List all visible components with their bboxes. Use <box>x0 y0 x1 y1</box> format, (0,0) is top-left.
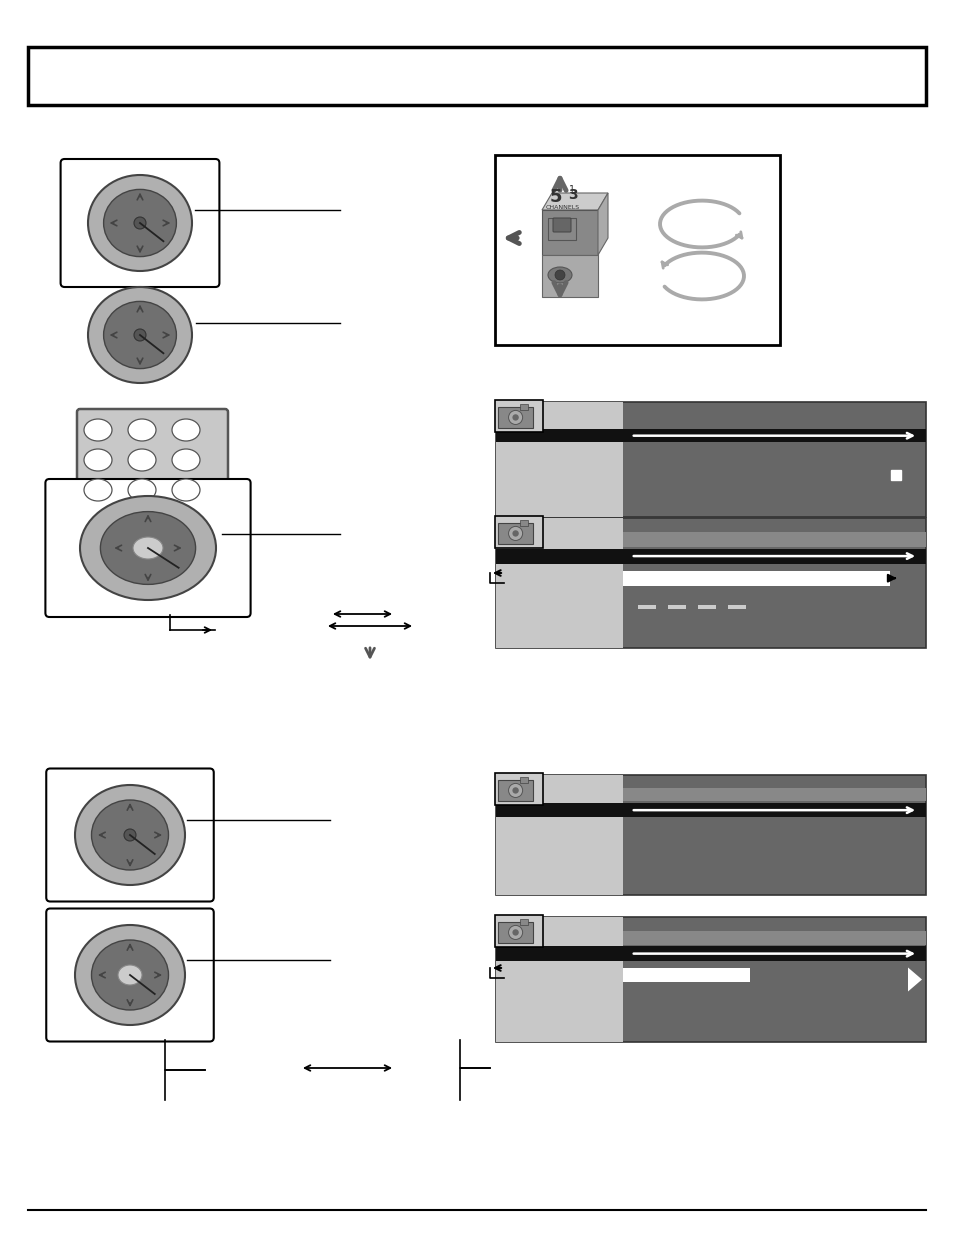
Ellipse shape <box>88 175 192 270</box>
Bar <box>496 918 925 1042</box>
Bar <box>622 788 925 802</box>
Bar <box>497 524 533 543</box>
Circle shape <box>512 530 518 537</box>
Ellipse shape <box>91 940 169 1010</box>
Bar <box>622 931 925 945</box>
Ellipse shape <box>128 479 156 501</box>
FancyBboxPatch shape <box>61 159 219 287</box>
Bar <box>496 548 925 563</box>
Bar <box>495 516 542 548</box>
Circle shape <box>508 410 522 425</box>
Circle shape <box>508 925 522 940</box>
Bar <box>496 517 622 648</box>
Ellipse shape <box>104 301 176 368</box>
Bar <box>496 403 925 517</box>
Polygon shape <box>598 193 607 254</box>
Bar <box>547 219 576 240</box>
Ellipse shape <box>118 965 142 986</box>
Circle shape <box>555 270 564 280</box>
Bar <box>497 781 533 802</box>
Text: 1: 1 <box>568 185 575 195</box>
Polygon shape <box>541 254 598 296</box>
Bar <box>622 968 749 982</box>
Ellipse shape <box>128 419 156 441</box>
Bar <box>496 776 622 895</box>
Bar <box>496 946 925 961</box>
Ellipse shape <box>84 450 112 471</box>
Text: 3: 3 <box>567 188 577 203</box>
Bar <box>495 773 542 805</box>
Ellipse shape <box>84 419 112 441</box>
Ellipse shape <box>100 511 195 584</box>
Ellipse shape <box>75 925 185 1025</box>
Bar <box>519 520 528 526</box>
Circle shape <box>512 787 518 794</box>
Bar <box>496 803 925 818</box>
Polygon shape <box>541 193 607 210</box>
Bar <box>727 605 745 609</box>
Ellipse shape <box>172 479 200 501</box>
Polygon shape <box>907 967 921 992</box>
Text: CHANNELS: CHANNELS <box>545 205 579 210</box>
Bar <box>496 776 925 895</box>
Polygon shape <box>541 210 598 254</box>
Ellipse shape <box>132 537 163 559</box>
Ellipse shape <box>547 267 572 283</box>
Bar <box>495 400 542 432</box>
Bar <box>495 156 780 345</box>
Bar <box>697 605 715 609</box>
Bar <box>497 408 533 429</box>
Ellipse shape <box>128 509 156 531</box>
FancyBboxPatch shape <box>46 909 213 1041</box>
Bar <box>28 47 925 105</box>
Ellipse shape <box>75 785 185 885</box>
Bar <box>495 915 542 947</box>
Ellipse shape <box>88 287 192 383</box>
Circle shape <box>512 414 518 421</box>
Circle shape <box>133 329 146 341</box>
Bar <box>622 571 889 585</box>
Circle shape <box>124 829 136 841</box>
Bar <box>519 919 528 925</box>
FancyBboxPatch shape <box>46 768 213 902</box>
FancyBboxPatch shape <box>77 409 228 530</box>
Bar <box>496 403 622 517</box>
Bar <box>890 471 900 480</box>
FancyBboxPatch shape <box>553 219 571 232</box>
Bar <box>496 517 925 648</box>
Ellipse shape <box>80 496 215 600</box>
Circle shape <box>508 783 522 798</box>
Ellipse shape <box>84 479 112 501</box>
Ellipse shape <box>91 800 169 869</box>
Bar <box>667 605 685 609</box>
Circle shape <box>512 929 518 936</box>
Text: 5: 5 <box>550 188 562 206</box>
Bar <box>497 923 533 944</box>
Ellipse shape <box>172 419 200 441</box>
Bar <box>638 605 655 609</box>
Circle shape <box>508 526 522 541</box>
Bar <box>496 429 925 442</box>
Circle shape <box>133 217 146 228</box>
Bar <box>622 532 925 547</box>
Bar <box>519 404 528 410</box>
Bar <box>496 918 622 1042</box>
FancyBboxPatch shape <box>46 479 251 618</box>
Ellipse shape <box>128 450 156 471</box>
Ellipse shape <box>172 450 200 471</box>
Ellipse shape <box>104 189 176 257</box>
Bar <box>519 777 528 783</box>
